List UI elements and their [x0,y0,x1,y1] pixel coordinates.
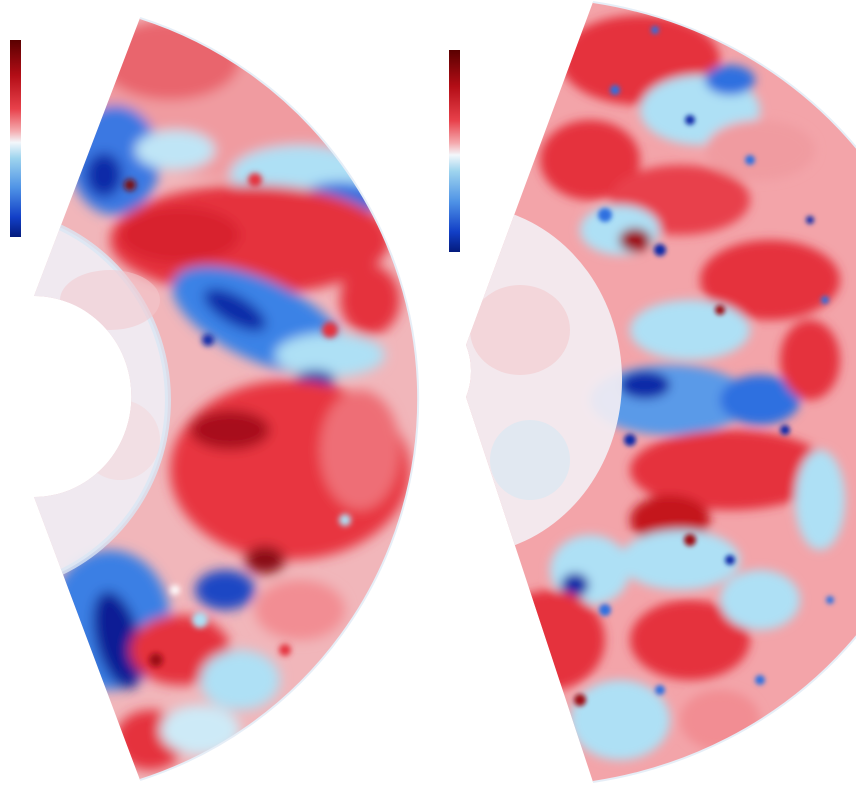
left-wedge-outer-arc [139,17,420,781]
left-colorbar-gradient [10,40,21,237]
right-wedge-outer-arc [592,1,856,783]
left-colorbar [10,40,21,237]
right-colorbar-gradient [449,50,460,252]
right-colorbar [449,50,460,252]
right-wedge-panel [430,0,856,785]
left-wedge-field [34,18,419,780]
left-wedge-panel [34,17,420,781]
right-wedge-plot [466,1,856,783]
left-wedge-plot [34,17,420,781]
right-wedge-field [466,2,856,782]
